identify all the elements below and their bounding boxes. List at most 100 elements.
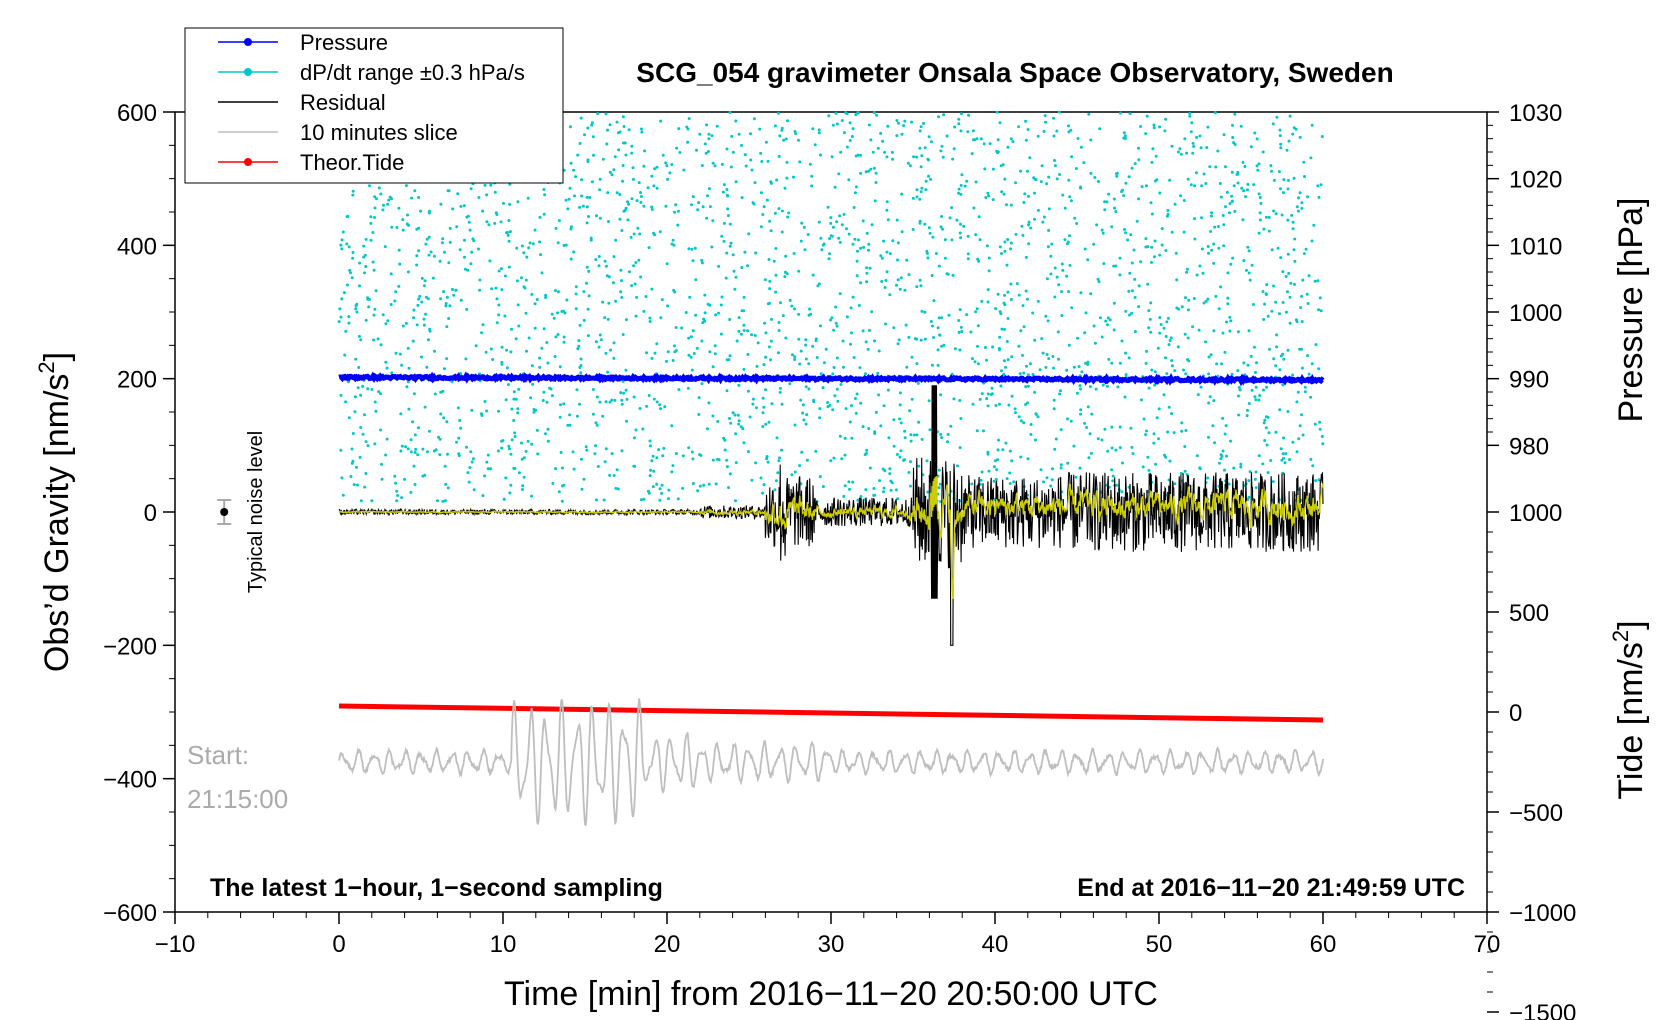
dpdt-point <box>1179 471 1183 475</box>
dpdt-point <box>610 173 614 177</box>
dpdt-point <box>1204 182 1208 185</box>
dpdt-point <box>356 386 360 390</box>
dpdt-point <box>710 245 714 249</box>
dpdt-point <box>705 123 709 127</box>
dpdt-point <box>1219 453 1223 457</box>
dpdt-point <box>520 441 523 445</box>
dpdt-point <box>393 299 397 303</box>
dpdt-point <box>778 386 782 390</box>
dpdt-point <box>1209 230 1213 233</box>
dpdt-point <box>919 125 923 129</box>
dpdt-point <box>1110 446 1114 450</box>
dpdt-point <box>1005 203 1008 207</box>
dpdt-point <box>493 221 497 225</box>
dpdt-point <box>909 433 913 437</box>
dpdt-point <box>767 258 771 261</box>
dpdt-point <box>452 293 456 297</box>
dpdt-point <box>373 307 377 311</box>
dpdt-point <box>493 190 497 194</box>
dpdt-point <box>564 198 568 202</box>
dpdt-point <box>703 311 707 315</box>
dpdt-point <box>481 494 485 498</box>
dpdt-point <box>710 134 714 138</box>
dpdt-point <box>545 341 549 344</box>
dpdt-point <box>725 458 729 462</box>
dpdt-point <box>681 454 685 458</box>
dpdt-point <box>882 404 886 408</box>
dpdt-point <box>448 304 452 308</box>
dpdt-point <box>582 290 586 294</box>
dpdt-point <box>652 231 656 235</box>
dpdt-point <box>351 193 355 197</box>
dpdt-point <box>910 120 914 124</box>
dpdt-point <box>874 181 878 184</box>
dpdt-point <box>574 292 578 296</box>
dpdt-point <box>1199 146 1203 150</box>
dpdt-point <box>903 288 907 292</box>
dpdt-point <box>915 155 919 159</box>
dpdt-point <box>885 155 889 159</box>
dpdt-point <box>978 397 982 401</box>
dpdt-point <box>955 218 959 222</box>
dpdt-point <box>1067 343 1071 347</box>
dpdt-point <box>1183 445 1187 448</box>
dpdt-point <box>1153 370 1157 374</box>
dpdt-point <box>879 131 883 135</box>
dpdt-point <box>595 423 599 427</box>
dpdt-point <box>1202 301 1206 305</box>
dpdt-point <box>818 475 822 479</box>
dpdt-point <box>1269 164 1273 168</box>
dpdt-point <box>797 269 801 273</box>
dpdt-point <box>665 262 669 266</box>
dpdt-point <box>829 221 833 225</box>
dpdt-point <box>800 221 804 225</box>
dpdt-point <box>1067 290 1071 294</box>
dpdt-point <box>975 137 979 141</box>
tide-tick-label: 1000 <box>1509 500 1562 527</box>
dpdt-point <box>1144 433 1148 437</box>
dpdt-point <box>1079 185 1083 189</box>
dpdt-point <box>1021 233 1025 237</box>
legend-label: Pressure <box>300 30 388 55</box>
dpdt-point <box>520 276 523 280</box>
dpdt-point <box>1204 340 1208 344</box>
y-axis-label-text: Obs’d Gravity [nm/s <box>38 374 76 673</box>
dpdt-point <box>951 157 955 161</box>
dpdt-point <box>1031 373 1035 376</box>
dpdt-point <box>1262 227 1266 231</box>
dpdt-point <box>940 215 944 218</box>
dpdt-point <box>346 214 350 218</box>
x-tick-label: 20 <box>654 931 681 958</box>
dpdt-point <box>556 311 559 315</box>
dpdt-point <box>1078 384 1082 388</box>
dpdt-point <box>843 484 847 488</box>
start-label: Start: <box>187 740 249 770</box>
dpdt-point <box>806 233 810 236</box>
dpdt-point <box>556 241 560 245</box>
dpdt-point <box>508 230 512 234</box>
dpdt-point <box>637 181 641 185</box>
dpdt-point <box>777 207 781 211</box>
dpdt-point <box>882 239 886 243</box>
dpdt-point <box>1084 311 1088 315</box>
dpdt-point <box>813 143 817 147</box>
dpdt-point <box>782 138 786 142</box>
dpdt-point <box>1038 368 1042 372</box>
dpdt-point <box>1270 169 1273 173</box>
dpdt-point <box>412 392 416 396</box>
dpdt-point <box>1053 295 1057 299</box>
dpdt-point <box>974 310 978 314</box>
dpdt-point <box>390 225 394 229</box>
dpdt-point <box>598 188 602 192</box>
dpdt-point <box>1144 237 1148 241</box>
dpdt-point <box>926 490 930 494</box>
dpdt-point <box>564 243 568 247</box>
dpdt-point <box>700 339 704 343</box>
dpdt-point <box>895 453 899 456</box>
dpdt-point <box>1055 177 1059 181</box>
dpdt-point <box>421 447 425 451</box>
dpdt-point <box>1053 164 1057 168</box>
dpdt-point <box>776 351 780 355</box>
dpdt-point <box>1036 134 1040 138</box>
